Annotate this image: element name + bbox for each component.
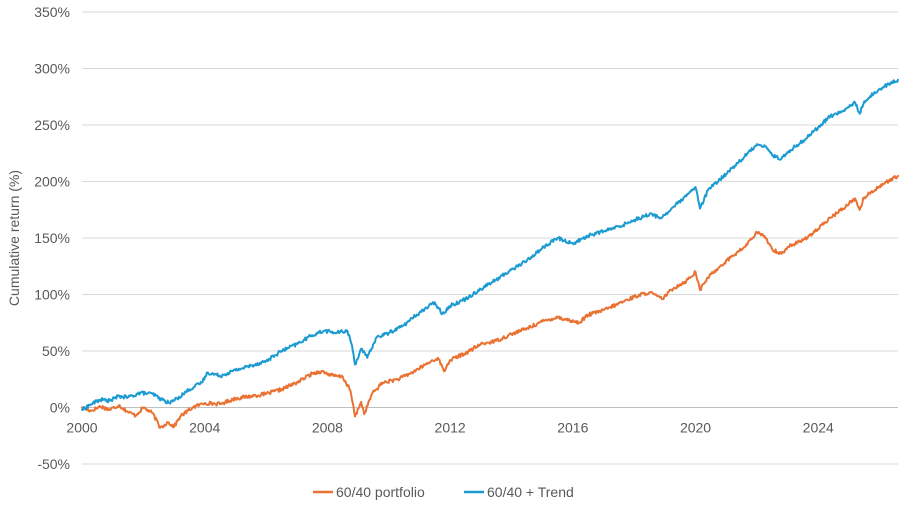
y-tick-label: 150% — [34, 230, 70, 246]
x-tick-label: 2004 — [189, 420, 220, 436]
y-tick-label: 300% — [34, 61, 70, 77]
y-tick-label: 50% — [42, 343, 70, 359]
y-tick-label: 0% — [50, 400, 70, 416]
x-tick-label: 2016 — [557, 420, 588, 436]
y-tick-label: 100% — [34, 287, 70, 303]
legend: 60/40 portfolio 60/40 + Trend — [313, 484, 574, 500]
legend-label-60-40-portfolio: 60/40 portfolio — [336, 484, 425, 500]
y-axis-title: Cumulative return (%) — [6, 170, 22, 306]
series-line-60-40-trend — [81, 78, 899, 411]
x-tick-label: 2024 — [803, 420, 834, 436]
x-tick-label: 2000 — [66, 420, 97, 436]
x-tick-label: 2020 — [680, 420, 711, 436]
gridlines — [82, 11, 898, 465]
series-lines — [81, 78, 899, 429]
y-tick-label: -50% — [37, 456, 70, 472]
y-tick-label: 250% — [34, 117, 70, 133]
y-axis-tick-labels: -50% 0% 50% 100% 150% 200% 250% 300% 350% — [34, 4, 70, 472]
series-line-60-40-portfolio — [81, 174, 899, 429]
legend-label-60-40-trend: 60/40 + Trend — [487, 484, 574, 500]
x-axis-tick-labels: 2000 2004 2008 2012 2016 2020 2024 — [66, 420, 834, 436]
y-tick-label: 350% — [34, 4, 70, 20]
x-tick-label: 2008 — [312, 420, 343, 436]
y-tick-label: 200% — [34, 174, 70, 190]
x-tick-label: 2012 — [435, 420, 466, 436]
